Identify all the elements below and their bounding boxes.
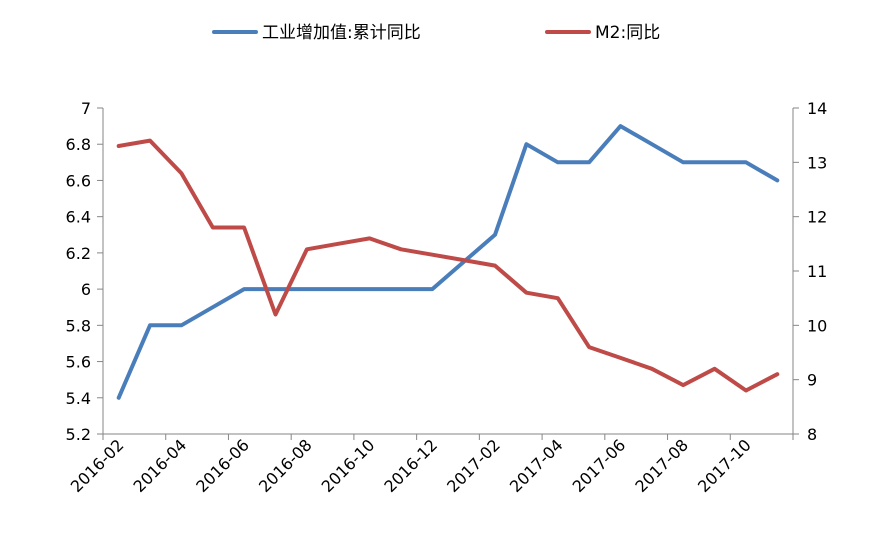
y-left-tick-label: 6.8 — [66, 135, 91, 154]
y-right-tick-label: 14 — [807, 99, 827, 118]
y-right-tick-label: 9 — [807, 371, 817, 390]
x-tick-label: 2017-02 — [443, 435, 504, 496]
y-right-tick-label: 11 — [807, 262, 827, 281]
legend: 工业增加值:累计同比 M2:同比 — [212, 23, 660, 43]
y-left-tick-label: 6 — [81, 280, 91, 299]
y-left-tick-label: 5.8 — [66, 316, 91, 335]
x-tick-label: 2016-08 — [255, 435, 316, 496]
y-right-tick-label: 13 — [807, 153, 827, 172]
axes: 5.2 5.4 5.6 5.8 6 6.2 6.4 6.6 6.8 7 8 9 10 11 12 13 14 20… — [66, 99, 828, 496]
y-left-tick-label: 5.2 — [66, 425, 91, 444]
x-tick-label: 2017-10 — [694, 435, 755, 496]
legend-label-1: 工业增加值:累计同比 — [262, 23, 421, 43]
y-left-tick-label: 5.6 — [66, 353, 91, 372]
x-tick-label: 2016-02 — [67, 435, 128, 496]
series-line-2 — [116, 138, 780, 393]
series-group — [116, 124, 780, 400]
x-tick-label: 2016-12 — [380, 435, 441, 496]
y-right-tick-label: 8 — [807, 425, 817, 444]
x-tick-label: 2016-06 — [192, 435, 253, 496]
x-tick-label: 2016-04 — [130, 435, 191, 496]
y-right-tick-label: 12 — [807, 208, 827, 227]
x-tick-label: 2017-06 — [569, 435, 630, 496]
x-tick-label: 2017-04 — [506, 435, 567, 496]
legend-label-2: M2:同比 — [595, 23, 660, 43]
y-left-tick-label: 7 — [81, 99, 91, 118]
y-left-tick-label: 5.4 — [66, 389, 91, 408]
x-tick-label: 2017-08 — [631, 435, 692, 496]
x-tick-label: 2016-10 — [318, 435, 379, 496]
y-left-tick-label: 6.2 — [66, 244, 91, 263]
y-left-tick-label: 6.6 — [66, 171, 91, 190]
series-line-1 — [116, 124, 780, 400]
y-right-tick-label: 10 — [807, 316, 827, 335]
y-left-tick-label: 6.4 — [66, 208, 91, 227]
